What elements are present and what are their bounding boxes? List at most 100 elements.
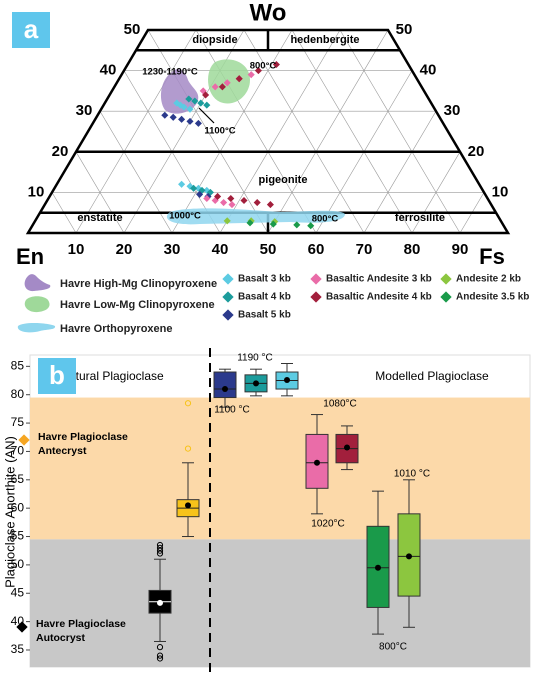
- data-point: [240, 196, 248, 205]
- y-tick-label: 45: [11, 585, 25, 599]
- data-point: [266, 201, 274, 209]
- corner-label: En: [16, 244, 44, 269]
- legend-marker: [310, 273, 322, 285]
- legend-label: Havre High-Mg Clinopyroxene: [60, 278, 217, 290]
- fs-tick-label: 30: [164, 241, 181, 258]
- data-point: [253, 199, 261, 207]
- data-point: [272, 60, 280, 69]
- region-label: hedenbergite: [290, 34, 359, 46]
- data-point: [293, 221, 301, 229]
- legend-label: Havre Orthopyroxene: [60, 323, 172, 335]
- temperature-label: 1100°C: [204, 126, 235, 137]
- corner-label: Fs: [479, 244, 505, 269]
- fs-tick-label: 90: [452, 241, 469, 258]
- panel-label: a: [24, 14, 39, 44]
- legend-label: Basalt 3 kb: [238, 274, 291, 285]
- y-tick-label: 35: [11, 642, 25, 656]
- mean: [344, 444, 350, 451]
- mean: [406, 553, 412, 560]
- data-point: [185, 95, 193, 103]
- mean: [375, 564, 381, 571]
- grid-line: [411, 151, 461, 234]
- temperature-label: 1100 °C: [214, 405, 250, 416]
- wo-tick-label: 50: [396, 21, 413, 38]
- mean: [314, 459, 320, 466]
- legend-label: Andesite 2 kb: [456, 274, 521, 285]
- temperature-label: 800°C: [312, 214, 339, 225]
- data-point: [161, 111, 169, 119]
- region-label: diopside: [192, 34, 237, 46]
- arrow: [198, 107, 215, 124]
- wo-tick-label: 40: [100, 62, 117, 79]
- data-point: [246, 219, 254, 227]
- wo-tick-label: 30: [76, 102, 93, 119]
- wo-tick-label: 40: [420, 62, 437, 79]
- data-point: [247, 71, 255, 79]
- panel-label: b: [49, 360, 65, 390]
- y-tick-label: 80: [11, 387, 25, 401]
- legend-marker: [440, 273, 452, 285]
- data-point: [228, 201, 236, 209]
- wo-tick-label: 30: [444, 102, 461, 119]
- temperature-label: 1080°C: [323, 399, 356, 410]
- temperature-label: 1020°C: [311, 519, 344, 530]
- wo-tick-label: 10: [492, 183, 509, 200]
- fs-tick-label: 70: [356, 241, 373, 258]
- data-point: [196, 190, 204, 198]
- data-point: [223, 217, 231, 225]
- temperature-label: 1230-1190°C: [142, 67, 198, 78]
- y-axis-title: Plagioclase Anorthite (AN): [2, 436, 17, 588]
- legend-label: Havre Low-Mg Clinopyroxene: [60, 299, 215, 311]
- panel-label-box: [38, 358, 76, 394]
- data-point: [220, 199, 228, 207]
- data-point: [178, 180, 186, 188]
- legend-label: Basaltic Andesite 4 kb: [326, 292, 432, 303]
- legend-marker: [222, 273, 234, 285]
- background-band: [30, 539, 530, 667]
- legend-label: Basaltic Andesite 3 kb: [326, 274, 432, 285]
- temperature-label: 800°C: [379, 642, 407, 653]
- data-point: [235, 75, 243, 83]
- pyroxene-field: [166, 208, 345, 225]
- fs-tick-label: 20: [116, 241, 133, 258]
- data-point: [180, 103, 188, 111]
- grid-line: [267, 29, 389, 234]
- grid-line: [219, 29, 341, 234]
- fs-tick-label: 50: [260, 241, 277, 258]
- legend-marker: [310, 291, 322, 303]
- grid-line: [291, 29, 413, 234]
- region-label: ferrosilite: [395, 212, 445, 224]
- mean: [185, 502, 191, 509]
- box: [213, 371, 237, 399]
- outlier: [156, 644, 164, 651]
- mean: [222, 386, 228, 393]
- outlier: [156, 652, 164, 659]
- grid-line: [243, 29, 365, 234]
- mean: [157, 599, 163, 606]
- legend-label: Basalt 4 kb: [238, 292, 291, 303]
- background-band: [30, 397, 530, 540]
- grid-line: [75, 151, 125, 234]
- legend-label: Basalt 5 kb: [238, 310, 291, 321]
- wo-tick-label: 20: [468, 143, 485, 160]
- legend-label: Andesite 3.5 kb: [456, 292, 529, 303]
- temperature-label: 1190 °C: [237, 353, 273, 364]
- wo-tick-label: 20: [52, 143, 69, 160]
- y-tick-label: 55: [11, 529, 25, 543]
- legend-label: Havre Plagioclase: [38, 431, 128, 443]
- outlier: [184, 445, 192, 452]
- grid-line: [171, 29, 293, 234]
- data-point: [214, 192, 222, 200]
- outlier: [156, 655, 164, 662]
- temperature-label: 800°C: [250, 61, 277, 72]
- data-point: [202, 91, 210, 99]
- data-point: [197, 99, 205, 107]
- legend-label: Antecryst: [38, 445, 87, 457]
- data-point: [254, 67, 262, 75]
- outlier: [184, 400, 192, 407]
- legend-swatch: [24, 274, 51, 292]
- legend-marker: [440, 291, 452, 303]
- temperature-label: 1010 °C: [394, 469, 430, 480]
- grid-line: [147, 29, 269, 234]
- grid-line: [339, 29, 461, 234]
